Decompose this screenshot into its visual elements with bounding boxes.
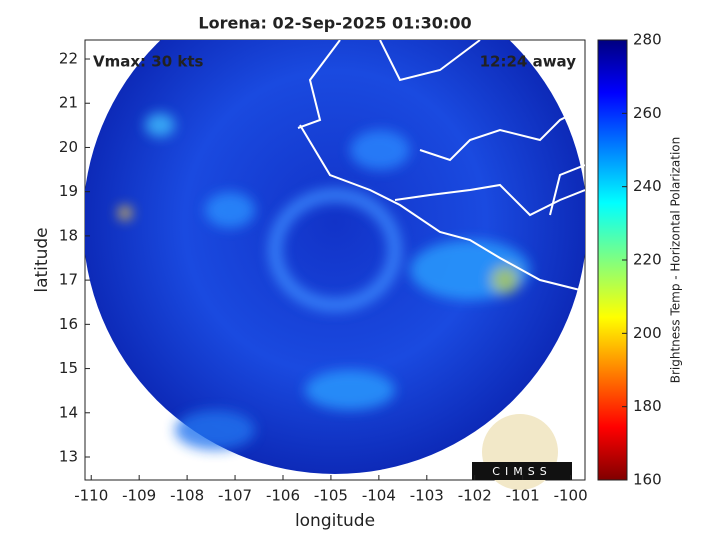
y-tick-label: 20 <box>59 138 78 156</box>
colorbar-label: Brightness Temp - Horizontal Polarizatio… <box>669 137 683 384</box>
y-tick-label: 18 <box>59 226 78 244</box>
x-tick-label: -109 <box>122 487 156 505</box>
x-axis-label: longitude <box>295 511 375 531</box>
colorbar-tick-label: 240 <box>633 177 662 195</box>
satellite-image <box>85 40 585 474</box>
colorbar-tick-label: 200 <box>633 324 662 342</box>
x-tick-label: -104 <box>362 487 396 505</box>
y-tick-label: 22 <box>59 50 78 68</box>
colorbar-tick-label: 260 <box>633 104 662 122</box>
y-tick-label: 13 <box>59 448 78 466</box>
x-tick-label: -110 <box>74 487 108 505</box>
logo-text: CIMSS <box>492 465 551 478</box>
logo: CIMSS <box>472 414 572 490</box>
y-tick-label: 16 <box>59 315 78 333</box>
x-tick-label: -103 <box>410 487 444 505</box>
y-tick-label: 14 <box>59 403 78 421</box>
colorbar-tick-label: 220 <box>633 251 662 269</box>
x-tick-label: -107 <box>218 487 252 505</box>
x-tick-label: -108 <box>170 487 204 505</box>
x-tick-label: -102 <box>458 487 492 505</box>
colorbar-tick-label: 180 <box>633 397 662 415</box>
vmax-label: Vmax: 30 kts <box>93 53 203 71</box>
x-tick-label: -106 <box>266 487 300 505</box>
x-tick-label: -101 <box>506 487 540 505</box>
x-tick-label: -105 <box>314 487 348 505</box>
colorbar-tick-label: 160 <box>633 471 662 489</box>
y-axis-label: latitude <box>32 227 52 292</box>
y-tick-label: 17 <box>59 271 78 289</box>
y-tick-label: 19 <box>59 182 78 200</box>
time-label: 12:24 away <box>480 53 577 71</box>
title: Lorena: 02-Sep-2025 01:30:00 <box>198 14 471 33</box>
y-tick-label: 21 <box>59 94 78 112</box>
colorbar-tick-label: 280 <box>633 31 662 49</box>
y-tick-label: 15 <box>59 359 78 377</box>
x-tick-label: -100 <box>554 487 588 505</box>
